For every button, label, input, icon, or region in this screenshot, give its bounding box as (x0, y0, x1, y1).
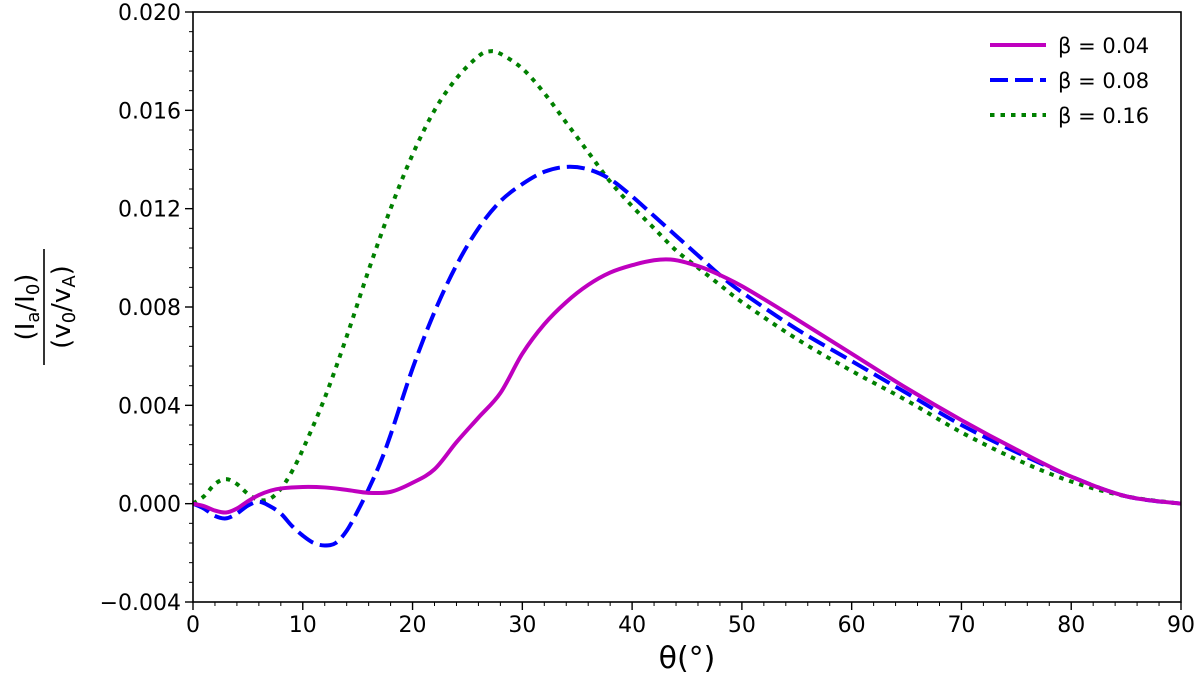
x-tick-label: 60 (838, 613, 866, 638)
x-tick-label: 70 (947, 613, 975, 638)
x-tick-label: 30 (508, 613, 536, 638)
y-tick-label: 0.000 (118, 493, 181, 518)
x-tick-label: 50 (728, 613, 756, 638)
axis-ticks: 0 10 20 30 40 50 60 70 80 90 −0.004 0.000 0.004 0.008… (100, 1, 1195, 638)
series-line-solid (192, 257, 1182, 515)
legend-label: β = 0.04 (1058, 34, 1149, 58)
x-tick-label: 0 (186, 613, 200, 638)
y-tick-label: 0.020 (118, 1, 181, 26)
y-axis-title-numerator: (Ia/I0) (11, 274, 44, 341)
y-tick-label: 0.016 (118, 99, 181, 124)
x-tick-label: 80 (1057, 613, 1085, 638)
legend-label: β = 0.08 (1058, 69, 1149, 93)
x-tick-label: 90 (1167, 613, 1195, 638)
y-tick-label: 0.004 (118, 394, 181, 419)
legend-label: β = 0.16 (1058, 104, 1149, 128)
plot-frame (192, 11, 1182, 603)
y-tick-label: 0.012 (118, 198, 181, 223)
series-line-dashed (192, 164, 1182, 548)
x-tick-label: 10 (289, 613, 317, 638)
y-axis-title: (Ia/I0) (v0/vA) (11, 249, 80, 365)
x-tick-label: 20 (399, 613, 427, 638)
legend: β = 0.04 β = 0.08 β = 0.16 (990, 34, 1149, 128)
y-tick-label: −0.004 (100, 591, 181, 616)
series-line-dotted (191, 49, 1182, 506)
series-lines (191, 49, 1182, 548)
x-axis-title: θ(°) (659, 641, 716, 676)
y-tick-label: 0.008 (118, 296, 181, 321)
x-tick-label: 40 (618, 613, 646, 638)
y-axis-title-denominator: (v0/vA) (47, 265, 80, 349)
